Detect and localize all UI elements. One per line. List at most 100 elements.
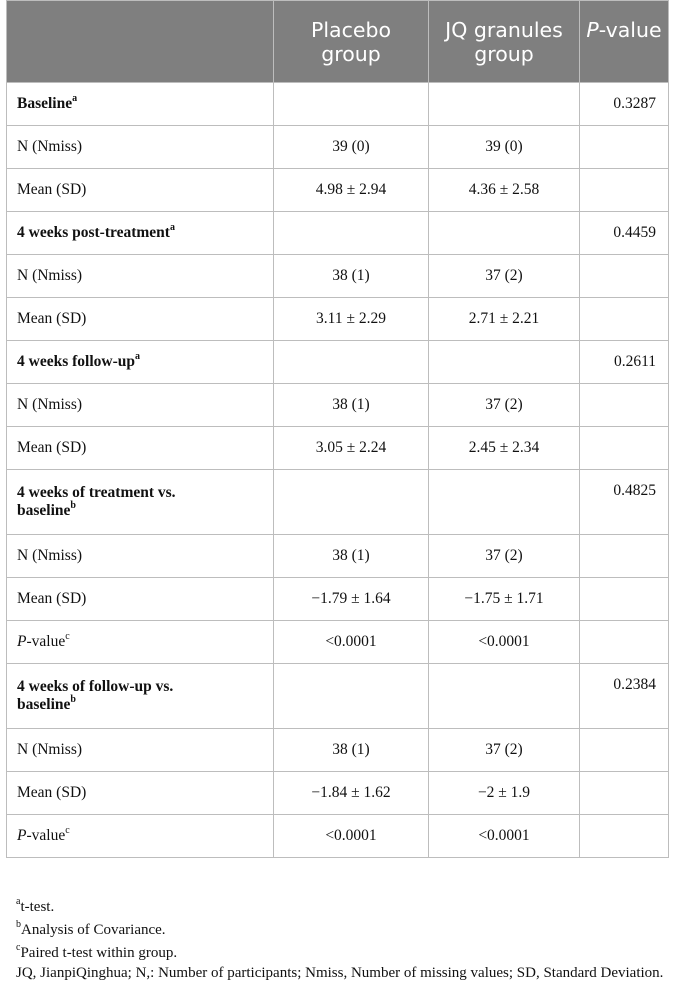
cell-placebo: 38 (1) [273,534,429,578]
section-label: Baseline [17,95,73,112]
header-p-value: P-value [579,0,669,83]
footnote-b: bAnalysis of Covariance. [16,920,668,939]
header-empty [6,0,274,83]
row-label: Baselinea [6,82,274,126]
cell-placebo: <0.0001 [273,620,429,664]
cell-placebo [273,469,429,535]
row-label-text: N (Nmiss) [17,138,83,155]
footnote-marker: c [65,824,70,836]
header-p-italic: P [586,18,599,42]
row-label: 4 weeks post-treatmenta [6,211,274,255]
cell-p-value: 0.4459 [579,211,669,255]
table-row: Mean (SD) −1.79 ± 1.64 −1.75 ± 1.71 [6,577,669,621]
table-row: 4 weeks of follow-up vs. baselineb 0.2384 [6,663,669,729]
footnote-marker: a [169,221,175,233]
table-row: P-valuec <0.0001 <0.0001 [6,814,669,858]
table-row: 4 weeks of treatment vs. baselineb 0.4825 [6,469,669,535]
cell-jq-granules: 2.71 ± 2.21 [428,297,580,341]
cell-placebo: 4.98 ± 2.94 [273,168,429,212]
header-placebo-group: Placebo group [273,0,429,83]
row-label: P-valuec [6,620,274,664]
cell-placebo [273,663,429,729]
table-row: Mean (SD) 3.11 ± 2.29 2.71 ± 2.21 [6,297,669,341]
footnote-marker: b [70,693,76,705]
cell-p-value [579,383,669,427]
row-label: N (Nmiss) [6,728,274,772]
cell-p-value [579,534,669,578]
p-label-italic: P [17,633,27,650]
row-label-text: Mean (SD) [17,310,87,327]
footnote-b-text: Analysis of Covariance. [21,922,166,938]
cell-placebo [273,211,429,255]
footnote-marker: b [70,499,76,511]
cell-p-value [579,426,669,470]
row-label-text: N (Nmiss) [17,396,83,413]
cell-jq-granules: 37 (2) [428,254,580,298]
footnote-a: at-test. [16,897,668,916]
row-label: Mean (SD) [6,771,274,815]
section-label-line2: baseline [17,502,71,519]
cell-jq-granules: 37 (2) [428,728,580,772]
cell-p-value [579,125,669,169]
row-label: 4 weeks of follow-up vs. baselineb [6,663,274,729]
row-label-text: Mean (SD) [17,784,87,801]
footnote-marker: c [65,630,70,642]
row-label-text: Mean (SD) [17,590,87,607]
table-row: 4 weeks post-treatmenta 0.4459 [6,211,669,255]
footnote-a-text: t-test. [20,899,55,915]
table-row: Mean (SD) −1.84 ± 1.62 −2 ± 1.9 [6,771,669,815]
row-label-text: N (Nmiss) [17,547,83,564]
row-label: 4 weeks follow-upa [6,340,274,384]
cell-jq-granules [428,663,580,729]
table-row: N (Nmiss) 38 (1) 37 (2) [6,383,669,427]
cell-placebo: 3.05 ± 2.24 [273,426,429,470]
cell-placebo: −1.79 ± 1.64 [273,577,429,621]
cell-p-value: 0.4825 [579,469,669,535]
cell-jq-granules: <0.0001 [428,620,580,664]
cell-jq-granules: −2 ± 1.9 [428,771,580,815]
row-label: Mean (SD) [6,168,274,212]
cell-p-value: 0.2384 [579,663,669,729]
cell-jq-granules: 37 (2) [428,534,580,578]
p-label-rest: -value [26,827,66,844]
cell-p-value [579,728,669,772]
row-label: N (Nmiss) [6,383,274,427]
cell-jq-granules: −1.75 ± 1.71 [428,577,580,621]
table-row: N (Nmiss) 38 (1) 37 (2) [6,254,669,298]
table-row: Mean (SD) 3.05 ± 2.24 2.45 ± 2.34 [6,426,669,470]
table-row: Mean (SD) 4.98 ± 2.94 4.36 ± 2.58 [6,168,669,212]
table-row: N (Nmiss) 38 (1) 37 (2) [6,534,669,578]
cell-p-value [579,297,669,341]
header-p-rest: -value [598,18,662,42]
table-row: Baselinea 0.3287 [6,82,669,126]
table-row: P-valuec <0.0001 <0.0001 [6,620,669,664]
row-label: 4 weeks of treatment vs. baselineb [6,469,274,535]
cell-placebo: 38 (1) [273,383,429,427]
cell-placebo: 3.11 ± 2.29 [273,297,429,341]
row-label: Mean (SD) [6,577,274,621]
footnote-c-marker: c [16,942,21,953]
cell-jq-granules [428,340,580,384]
section-label-line1: 4 weeks of treatment vs. [17,484,176,501]
cell-placebo: 38 (1) [273,728,429,772]
section-label-line1: 4 weeks of follow-up vs. [17,678,174,695]
cell-p-value [579,814,669,858]
section-label: 4 weeks follow-up [17,353,135,370]
cell-jq-granules: <0.0001 [428,814,580,858]
footnote-marker: a [72,92,78,104]
cell-p-value [579,620,669,664]
cell-placebo: 39 (0) [273,125,429,169]
cell-p-value [579,577,669,621]
cell-jq-granules: 37 (2) [428,383,580,427]
results-table-container: Placebo group JQ granules group P-value … [6,0,669,858]
row-label-text: N (Nmiss) [17,741,83,758]
table-row: 4 weeks follow-upa 0.2611 [6,340,669,384]
cell-p-value [579,771,669,815]
cell-placebo: <0.0001 [273,814,429,858]
cell-p-value [579,254,669,298]
cell-p-value [579,168,669,212]
p-label-italic: P [17,827,27,844]
section-label-line2: baseline [17,696,71,713]
footnote-c-text: Paired t-test within group. [20,945,178,961]
cell-placebo: 38 (1) [273,254,429,298]
